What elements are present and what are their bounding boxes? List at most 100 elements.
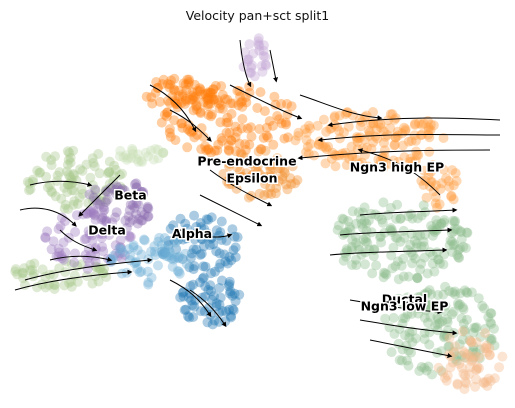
cell-point: [131, 198, 142, 209]
cell-point: [62, 146, 73, 157]
cell-point: [222, 94, 233, 105]
cell-point: [179, 305, 190, 315]
cell-point: [468, 341, 479, 352]
cell-point: [415, 264, 426, 275]
cell-point: [227, 290, 238, 301]
cell-point: [114, 151, 125, 162]
cell-point: [143, 279, 154, 290]
cell-point: [93, 276, 104, 287]
cell-point: [407, 156, 418, 167]
cell-point: [392, 130, 403, 141]
cell-point: [421, 192, 432, 203]
cell-point: [69, 196, 80, 207]
cell-point: [481, 342, 492, 353]
cell-point: [241, 97, 252, 108]
streamline: [297, 149, 491, 161]
cell-point: [69, 170, 80, 181]
cell-point: [452, 224, 463, 235]
cell-point: [60, 247, 71, 258]
cell-point: [431, 215, 442, 226]
cell-point: [224, 252, 235, 262]
streamline: [317, 133, 501, 143]
cell-point: [438, 289, 449, 300]
cell-point: [88, 195, 98, 206]
cell-point: [397, 297, 408, 308]
cell-point: [120, 150, 131, 161]
cell-point: [242, 56, 253, 67]
cell-point: [413, 150, 424, 160]
cell-point: [224, 304, 235, 315]
cell-point: [412, 213, 423, 224]
streamline: [169, 109, 212, 142]
cell-point: [255, 87, 266, 98]
cell-point: [326, 153, 337, 164]
cell-point: [98, 246, 109, 257]
cell-point: [458, 318, 469, 329]
cell-point: [389, 114, 400, 125]
streamline: [369, 339, 453, 358]
cell-point: [260, 145, 271, 156]
cell-point: [360, 259, 370, 270]
cell-point: [388, 242, 399, 253]
cell-point: [397, 140, 408, 151]
cell-point: [216, 235, 227, 245]
cell-point: [119, 185, 130, 196]
cell-point: [65, 172, 76, 183]
cell-point: [445, 362, 456, 373]
cell-point: [462, 227, 473, 238]
cell-point: [153, 260, 163, 271]
cell-point: [368, 118, 379, 129]
cell-point: [183, 77, 194, 87]
cell-point: [258, 132, 269, 143]
cell-point: [351, 218, 362, 229]
cell-point: [300, 124, 311, 135]
cell-point: [371, 260, 382, 271]
cell-point: [192, 86, 203, 96]
cell-point: [216, 133, 227, 144]
streamline: [59, 229, 98, 252]
cell-point: [171, 244, 182, 255]
cell-point: [261, 122, 272, 133]
cell-point: [146, 246, 156, 257]
cell-point: [471, 365, 482, 375]
cell-point: [378, 126, 389, 137]
streamline: [19, 207, 77, 227]
cell-point: [486, 335, 497, 346]
cell-point: [162, 107, 173, 118]
cell-point: [206, 111, 216, 122]
cell-point: [248, 48, 259, 59]
cell-point: [477, 300, 488, 311]
cell-point: [264, 116, 275, 127]
cell-point: [387, 225, 397, 236]
cell-point: [467, 354, 478, 365]
cell-point: [65, 157, 76, 168]
cell-point: [489, 373, 500, 384]
cell-point: [228, 98, 239, 109]
cell-point: [440, 300, 451, 311]
cell-point: [424, 146, 435, 157]
cell-point: [199, 224, 210, 234]
cell-point: [434, 221, 445, 232]
cell-point: [63, 169, 74, 180]
cell-point: [430, 198, 441, 209]
cell-point: [454, 359, 465, 369]
cell-point: [447, 165, 458, 176]
cell-point: [215, 258, 226, 269]
cell-point: [214, 98, 224, 109]
cell-point: [247, 60, 257, 71]
cell-point: [468, 345, 479, 356]
cell-point: [403, 211, 414, 222]
cell-point: [252, 160, 263, 171]
cell-point: [271, 155, 282, 166]
cell-point: [167, 91, 178, 102]
cell-point: [489, 340, 500, 351]
cell-point: [186, 248, 197, 259]
cell-point: [398, 253, 409, 264]
cell-point: [94, 228, 105, 239]
cell-point: [364, 127, 375, 138]
cell-point: [190, 91, 201, 102]
cell-point: [195, 106, 206, 117]
cell-point: [270, 99, 281, 110]
cell-point: [461, 227, 472, 238]
cell-point: [425, 124, 436, 135]
